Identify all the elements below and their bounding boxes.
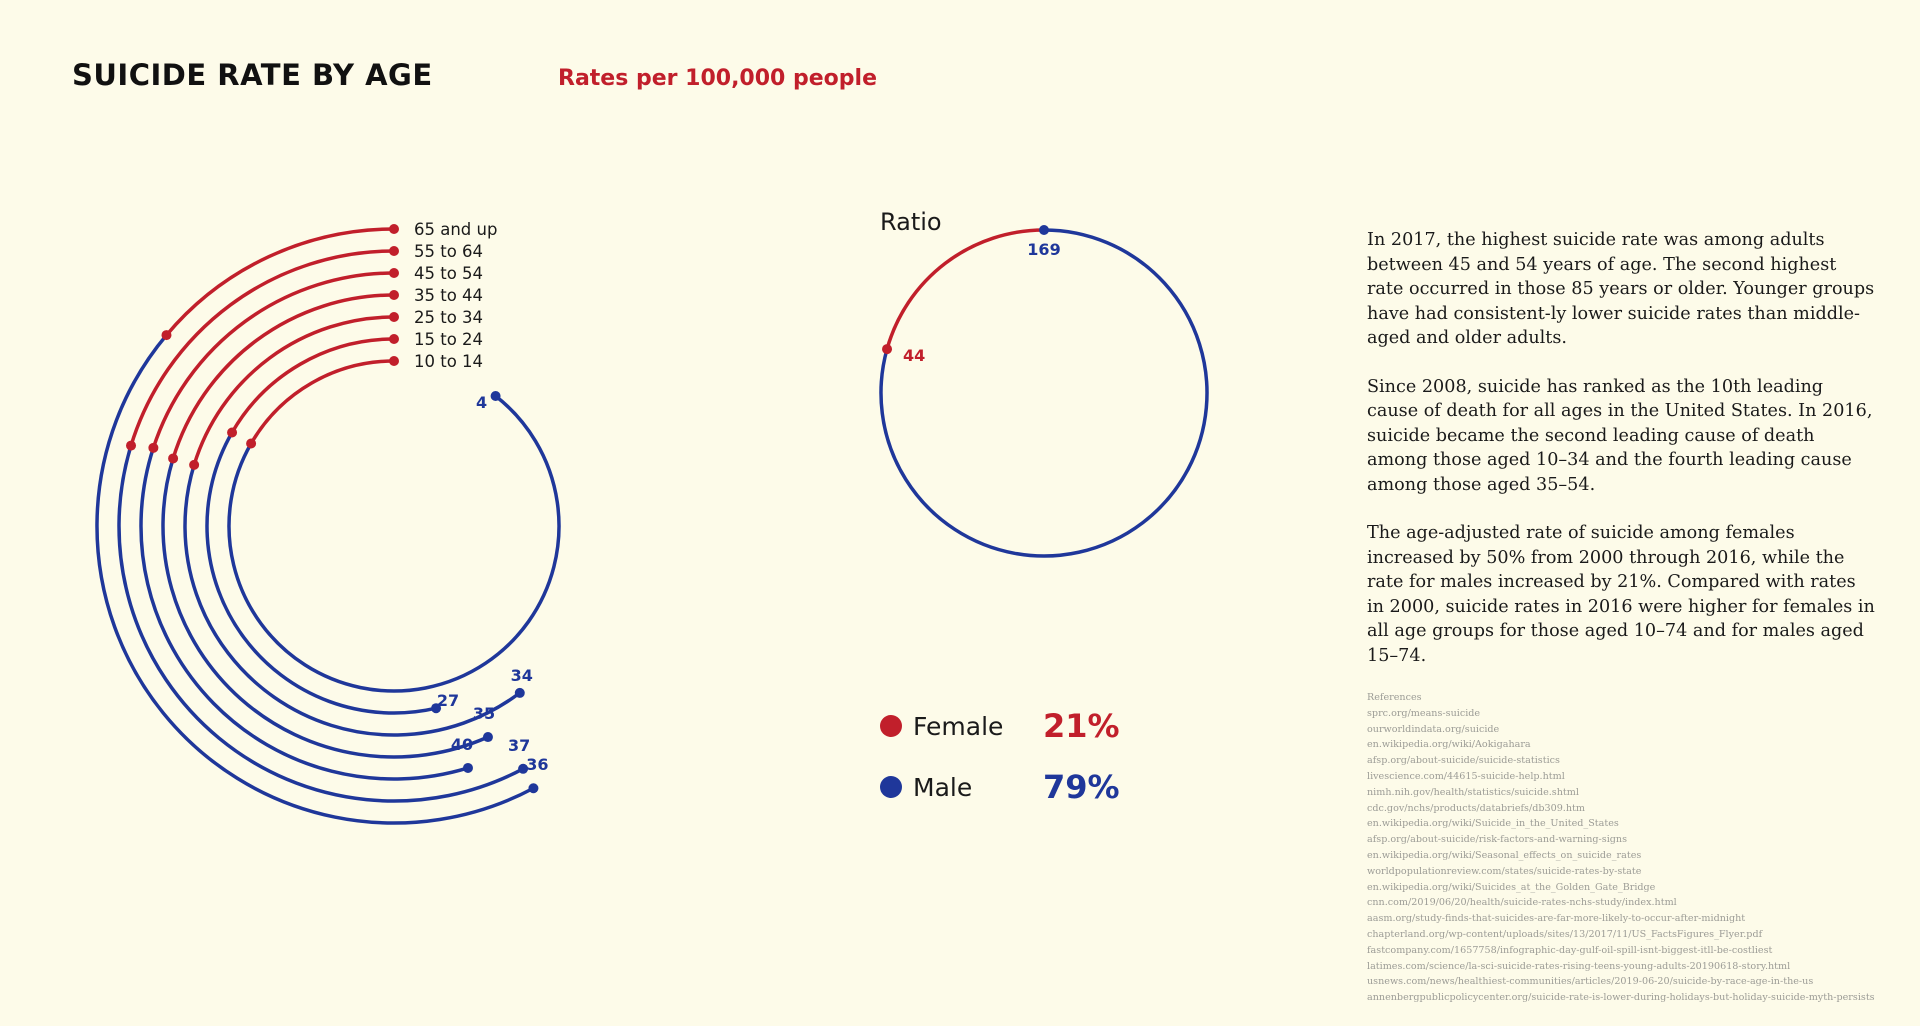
boundary-dot [161,330,172,341]
start-dot [389,290,399,300]
reference-link[interactable]: en.wikipedia.org/wiki/Seasonal_effects_o… [1367,849,1642,861]
category-label: 65 and up [414,220,497,239]
male-dot-icon [880,776,902,798]
female-arc [171,293,395,459]
reference-link[interactable]: ourworldindata.org/suicide [1367,723,1500,735]
female-dot-icon [880,715,902,737]
reference-link[interactable]: fastcompany.com/1657758/infographic-day-… [1367,944,1773,956]
ratio-title: Ratio [880,208,942,236]
page-title: SUICIDE RATE BY AGE [72,58,433,92]
reference-link[interactable]: afsp.org/about-suicide/risk-factors-and-… [1367,834,1628,846]
body-paragraph: The age-adjusted rate of suicide among f… [1367,523,1875,666]
radial-bar-15-to-24: 15 to 24 27 [205,330,483,715]
reference-link[interactable]: en.wikipedia.org/wiki/Suicides_at_the_Go… [1367,881,1656,893]
category-label: 35 to 44 [414,286,483,305]
legend-label-male: Male [913,772,973,802]
reference-link[interactable]: sprc.org/means-suicide [1367,707,1481,719]
boundary-dot [246,438,257,449]
boundary-dot [148,442,159,453]
boundary-dot [168,453,179,464]
radial-bar-65-and-up: 65 and up 36 [95,220,549,825]
category-label: 55 to 64 [414,242,483,261]
male-arc [161,457,489,759]
category-label: 15 to 24 [414,330,483,349]
end-dot [514,687,525,698]
reference-link[interactable]: usnews.com/news/healthiest-communities/a… [1367,976,1814,988]
body-paragraph: In 2017, the highest suicide rate was am… [1367,230,1875,348]
reference-link[interactable]: cnn.com/2019/06/20/health/suicide-rates-… [1367,897,1677,909]
category-label: 45 to 54 [414,264,483,283]
reference-link[interactable]: nimh.nih.gov/health/statistics/suicide.s… [1367,786,1579,798]
reference-link[interactable]: worldpopulationreview.com/states/suicide… [1367,865,1642,877]
male-arc [227,394,561,693]
female-arc [151,271,395,449]
boundary-dot [126,440,137,451]
value-label: 27 [437,691,459,710]
legend-percent-female: 21% [1043,707,1120,745]
reference-link[interactable]: latimes.com/science/la-sci-suicide-rates… [1367,960,1791,972]
male-arc [117,445,524,803]
references-heading: References [1367,692,1422,703]
radial-bar-55-to-64: 55 to 64 37 [117,242,530,803]
legend-label-female: Female [913,711,1004,741]
female-arc [192,315,395,466]
boundary-dot [189,459,200,470]
category-label: 10 to 14 [414,352,483,371]
reference-link[interactable]: livescience.com/44615-suicide-help.html [1367,770,1565,782]
reference-link[interactable]: chapterland.org/wp-content/uploads/sites… [1367,928,1763,940]
end-dot [490,390,501,401]
category-label: 25 to 34 [414,308,483,327]
legend-item-male: Male 79% [880,765,1120,809]
ratio-chart: Ratio 169 44 [879,208,1209,558]
male-arc [139,447,469,781]
female-arc [165,227,395,337]
radial-bar-10-to-14: 10 to 14 4 [227,352,561,693]
body-text: In 2017, the highest suicide rate was am… [1367,228,1877,692]
start-dot [389,312,399,322]
ratio-male-value: 169 [1027,240,1060,259]
references: References sprc.org/means-suicide ourwor… [1367,690,1887,1006]
start-dot [389,268,399,278]
female-arc [129,249,395,447]
reference-link[interactable]: en.wikipedia.org/wiki/Aokigahara [1367,739,1531,751]
female-arc [249,359,395,445]
reference-link[interactable]: aasm.org/study-finds-that-suicides-are-f… [1367,913,1746,925]
end-dot [518,763,529,774]
ratio-top-dot [1039,225,1049,235]
male-arc [183,464,521,737]
value-label: 34 [511,666,533,685]
body-paragraph: Since 2008, suicide has ranked as the 10… [1367,376,1873,495]
ratio-female-value: 44 [903,346,925,365]
value-label: 36 [526,755,548,774]
start-dot [389,246,399,256]
legend-item-female: Female 21% [880,704,1120,748]
male-arc [205,431,437,715]
reference-link[interactable]: annenbergpublicpolicycenter.org/suicide-… [1367,992,1875,1004]
value-label: 37 [508,736,530,755]
boundary-dot [227,427,238,438]
reference-link[interactable]: afsp.org/about-suicide/suicide-statistic… [1367,755,1560,767]
legend-percent-male: 79% [1043,768,1120,806]
ratio-female-arc [885,228,1045,350]
start-dot [389,334,399,344]
male-arc [95,333,535,825]
start-dot [389,356,399,366]
start-dot [389,224,399,234]
end-dot [528,783,539,794]
end-dot [462,762,473,773]
end-dot [431,703,442,714]
reference-link[interactable]: en.wikipedia.org/wiki/Suicide_in_the_Uni… [1367,818,1619,830]
value-label: 4 [476,393,487,412]
page-subtitle: Rates per 100,000 people [558,66,878,91]
radial-bar-25-to-34: 25 to 34 34 [183,308,533,737]
ratio-female-dot [882,344,893,355]
female-arc [230,337,395,434]
ratio-male-arc [879,228,1209,558]
reference-link[interactable]: cdc.gov/nchs/products/databriefs/db309.h… [1367,802,1585,814]
end-dot [482,732,493,743]
